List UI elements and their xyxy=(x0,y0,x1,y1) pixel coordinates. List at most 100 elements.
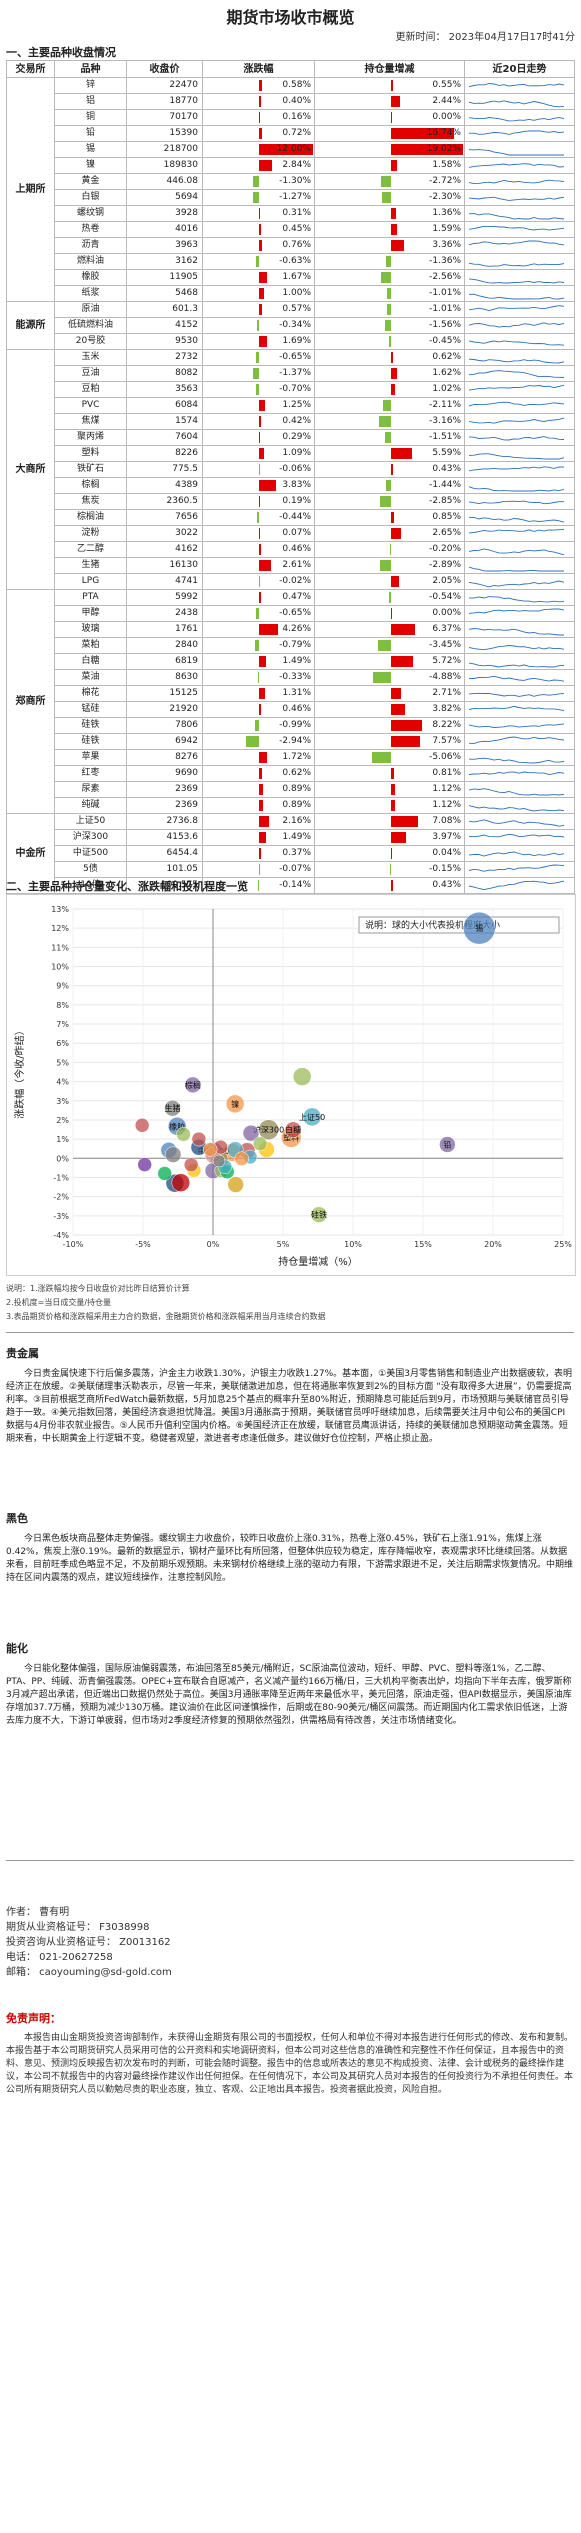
x-tick-label: 25% xyxy=(554,1240,572,1249)
close-price: 7604 xyxy=(126,429,203,446)
trend-cell xyxy=(464,333,575,350)
oi-change-bar xyxy=(391,384,395,395)
sparkline xyxy=(468,851,565,856)
close-price: 22470 xyxy=(126,77,203,94)
table-row: 上期所锌 22470 0.58% 0.55% xyxy=(6,77,575,302)
change-cell: 0.62% xyxy=(202,765,315,782)
change-bar xyxy=(259,480,277,491)
section-black-text: 今日黑色板块商品整体走势偏强。螺纹钢主力收盘价，较昨日收盘价上涨0.31%，热卷… xyxy=(6,1534,574,1583)
bubble xyxy=(171,1173,191,1192)
email[interactable]: 邮箱： caoyouming@sd-gold.com xyxy=(6,1967,172,1978)
change-cell: 0.07% xyxy=(202,525,315,542)
oi-change-cell: 5.59% xyxy=(314,445,465,462)
bubble xyxy=(252,1136,268,1151)
bubble xyxy=(284,1121,302,1138)
change-value: 1.00% xyxy=(282,288,311,298)
table-row: 郑商所 PTA 5992 0.47% -0.54% xyxy=(6,589,575,814)
product-name: 硅铁 xyxy=(54,717,127,734)
oi-change-value: -0.20% xyxy=(429,544,461,554)
oi-change-value: 0.55% xyxy=(432,80,461,90)
change-cell: 0.72% xyxy=(202,125,315,142)
change-value: 1.31% xyxy=(282,688,311,698)
sparkline xyxy=(468,833,565,837)
divider xyxy=(6,1332,574,1333)
close-price: 2840 xyxy=(126,637,203,654)
oi-change-cell: 1.62% xyxy=(314,365,465,382)
close-price: 3162 xyxy=(126,253,203,270)
sparkline xyxy=(468,485,565,491)
change-bar xyxy=(259,768,262,779)
change-value: -0.02% xyxy=(279,576,311,586)
oi-change-cell: 0.43% xyxy=(314,461,465,478)
close-price: 6942 xyxy=(126,733,203,750)
oi-change-value: 1.12% xyxy=(432,800,461,810)
sparkline xyxy=(468,627,564,635)
change-value: -0.34% xyxy=(279,320,311,330)
oi-change-value: -2.56% xyxy=(429,272,461,282)
change-cell: 0.46% xyxy=(202,541,315,558)
change-cell: 3.83% xyxy=(202,477,315,494)
oi-change-bar xyxy=(389,336,391,347)
oi-change-cell: -0.15% xyxy=(314,861,465,878)
product-name: 热卷 xyxy=(54,221,127,238)
table-row: 硅铁 6942 -2.94% 7.57% xyxy=(7,733,575,750)
product-name: 玻璃 xyxy=(54,621,127,638)
oi-change-bar xyxy=(391,656,413,667)
oi-change-bar xyxy=(391,848,392,859)
table-row: 镍 189830 2.84% 1.58% xyxy=(7,157,575,174)
product-name: LPG xyxy=(54,573,127,590)
table-row: 螺纹钢 3928 0.31% 1.36% xyxy=(7,205,575,222)
product-name: 黄金 xyxy=(54,173,127,190)
bubble xyxy=(234,1151,249,1166)
sparkline xyxy=(468,179,565,184)
change-cell: 1.09% xyxy=(202,445,315,462)
sparkline xyxy=(468,465,565,471)
disclaimer-title: 免责声明： xyxy=(6,2012,61,2025)
trend-cell xyxy=(464,637,575,654)
oi-change-cell: -2.72% xyxy=(314,173,465,190)
change-bar xyxy=(259,336,267,347)
change-cell: 0.16% xyxy=(202,109,315,126)
oi-change-bar xyxy=(391,768,395,779)
change-bar xyxy=(259,208,261,219)
oi-change-cell: -0.20% xyxy=(314,541,465,558)
product-name: 20号胶 xyxy=(54,333,127,350)
oi-change-bar xyxy=(390,544,391,555)
y-tick-label: 7% xyxy=(56,1020,69,1029)
close-price: 7806 xyxy=(126,717,203,734)
oi-change-cell: 7.08% xyxy=(314,813,465,830)
author-info: 作者： 曹有明 期货从业资格证号： F3038998 投资咨询从业资格证号： Z… xyxy=(6,1905,172,1980)
change-cell: 0.76% xyxy=(202,237,315,254)
product-name: 镍 xyxy=(54,157,127,174)
bubble xyxy=(292,1067,312,1086)
trend-cell xyxy=(464,605,575,622)
product-name: 低硫燃料油 xyxy=(54,317,127,334)
trend-cell xyxy=(464,589,575,606)
header-trend: 近20日走势 xyxy=(464,60,575,78)
oi-change-value: -1.44% xyxy=(429,480,461,490)
change-cell: -1.30% xyxy=(202,173,315,190)
table-row: 棕榈 4389 3.83% -1.44% xyxy=(7,477,575,494)
change-value: 2.61% xyxy=(282,560,311,570)
oi-change-bar xyxy=(391,624,416,635)
oi-change-bar xyxy=(391,80,394,91)
table-row: 铅 15390 0.72% 16.74% xyxy=(7,125,575,142)
oi-change-value: -2.11% xyxy=(429,400,461,410)
oi-change-bar xyxy=(372,672,391,683)
change-bar xyxy=(259,240,263,251)
sparkline xyxy=(468,358,565,363)
sparkline xyxy=(468,225,565,231)
oi-change-cell: 2.05% xyxy=(314,573,465,590)
trend-cell xyxy=(464,701,575,718)
table-row: 苹果 8276 1.72% -5.06% xyxy=(7,749,575,766)
product-name: 淀粉 xyxy=(54,525,127,542)
oi-change-bar xyxy=(380,496,391,507)
oi-change-value: 0.81% xyxy=(432,768,461,778)
sparkline xyxy=(468,240,565,245)
y-tick-label: 11% xyxy=(51,943,69,952)
trend-cell xyxy=(464,205,575,222)
table-row: 中金所 上证50 2736.8 2.16% 7.08% xyxy=(6,813,575,894)
trend-cell xyxy=(464,813,575,830)
change-cell: 0.29% xyxy=(202,429,315,446)
change-bar xyxy=(253,192,259,203)
